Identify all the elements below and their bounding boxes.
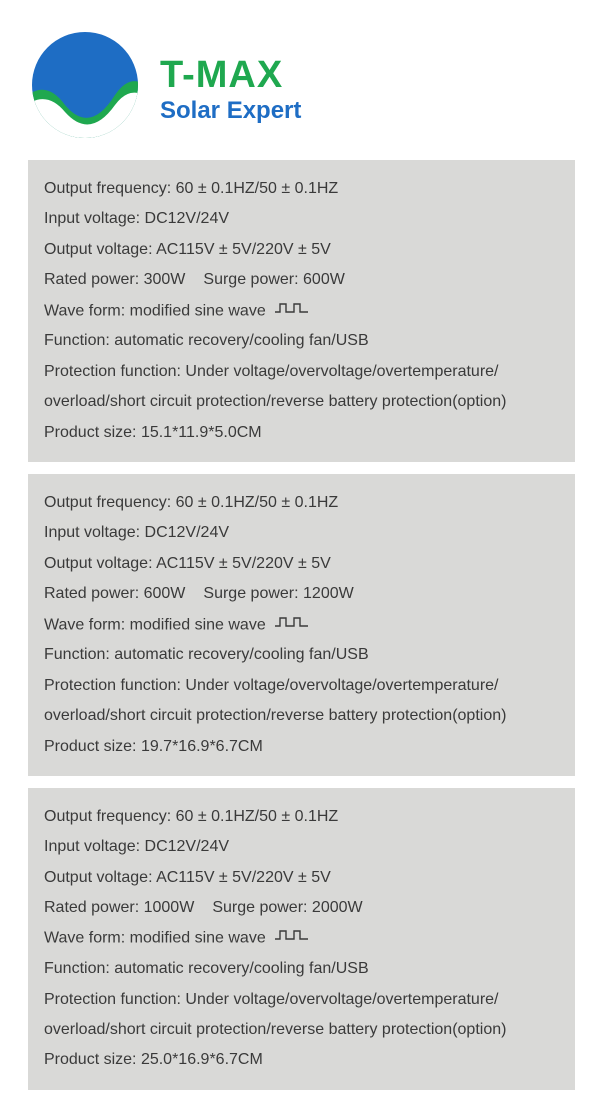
spec-rated-power: Rated power: 1000W — [44, 893, 194, 923]
spec-surge-power: Surge power: 2000W — [212, 893, 362, 923]
input-voltage-label: Input voltage: — [44, 838, 145, 855]
spec-input-voltage: Input voltage: DC12V/24V — [44, 518, 559, 548]
spec-protection: Protection function: Under voltage/overv… — [44, 357, 559, 418]
output-voltage-label: Output voltage: — [44, 241, 156, 258]
spec-rated-power: Rated power: 300W — [44, 265, 185, 295]
spec-output-voltage: Output voltage: AC115V ± 5V/220V ± 5V — [44, 863, 559, 893]
square-wave-icon — [274, 610, 312, 640]
output-frequency-label: Output frequency: — [44, 808, 176, 825]
square-wave-icon — [274, 296, 312, 326]
input-voltage-label: Input voltage: — [44, 524, 145, 541]
output-voltage-value: AC115V ± 5V/220V ± 5V — [156, 241, 331, 258]
spec-function: Function: automatic recovery/cooling fan… — [44, 326, 559, 356]
product-size-value: 15.1*11.9*5.0CM — [141, 424, 262, 441]
function-value: automatic recovery/cooling fan/USB — [114, 646, 368, 663]
brand-name: T-MAX — [160, 54, 301, 97]
spec-protection: Protection function: Under voltage/overv… — [44, 985, 559, 1046]
output-voltage-value: AC115V ± 5V/220V ± 5V — [156, 869, 331, 886]
surge-power-label: Surge power: — [203, 271, 303, 288]
wave-form-label: Wave form: — [44, 930, 130, 947]
surge-power-value: 1200W — [303, 585, 354, 602]
function-label: Function: — [44, 646, 114, 663]
spec-surge-power: Surge power: 600W — [203, 265, 344, 295]
output-frequency-value: 60 ± 0.1HZ/50 ± 0.1HZ — [176, 180, 339, 197]
function-value: automatic recovery/cooling fan/USB — [114, 332, 368, 349]
spec-output-frequency: Output frequency: 60 ± 0.1HZ/50 ± 0.1HZ — [44, 802, 559, 832]
rated-power-value: 600W — [144, 585, 186, 602]
spec-wave-form: Wave form: modified sine wave — [44, 923, 559, 954]
product-size-label: Product size: — [44, 424, 141, 441]
spec-product-size: Product size: 25.0*16.9*6.7CM — [44, 1045, 559, 1075]
spec-function: Function: automatic recovery/cooling fan… — [44, 954, 559, 984]
rated-power-label: Rated power: — [44, 585, 144, 602]
wave-form-value: modified sine wave — [130, 616, 266, 633]
product-size-label: Product size: — [44, 1051, 141, 1068]
spec-function: Function: automatic recovery/cooling fan… — [44, 640, 559, 670]
spec-output-frequency: Output frequency: 60 ± 0.1HZ/50 ± 0.1HZ — [44, 174, 559, 204]
output-frequency-label: Output frequency: — [44, 180, 176, 197]
spec-card: Output frequency: 60 ± 0.1HZ/50 ± 0.1HZ … — [28, 474, 575, 776]
output-voltage-label: Output voltage: — [44, 869, 156, 886]
rated-surge-row: Rated power: 1000W Surge power: 2000W — [44, 893, 559, 923]
spec-rated-power: Rated power: 600W — [44, 579, 185, 609]
rated-power-value: 300W — [144, 271, 186, 288]
input-voltage-value: DC12V/24V — [145, 210, 230, 227]
spec-input-voltage: Input voltage: DC12V/24V — [44, 832, 559, 862]
output-frequency-value: 60 ± 0.1HZ/50 ± 0.1HZ — [176, 808, 339, 825]
spec-wave-form: Wave form: modified sine wave — [44, 610, 559, 641]
product-size-value: 19.7*16.9*6.7CM — [141, 738, 263, 755]
logo-mark — [20, 30, 150, 140]
surge-power-value: 2000W — [312, 899, 363, 916]
brand-tagline: Solar Expert — [160, 97, 301, 125]
rated-surge-row: Rated power: 600W Surge power: 1200W — [44, 579, 559, 609]
rated-power-label: Rated power: — [44, 271, 144, 288]
square-wave-icon — [274, 923, 312, 953]
spec-protection: Protection function: Under voltage/overv… — [44, 671, 559, 732]
spec-card: Output frequency: 60 ± 0.1HZ/50 ± 0.1HZ … — [28, 788, 575, 1090]
spec-surge-power: Surge power: 1200W — [203, 579, 353, 609]
wave-form-value: modified sine wave — [130, 930, 266, 947]
wave-form-label: Wave form: — [44, 302, 130, 319]
spec-output-voltage: Output voltage: AC115V ± 5V/220V ± 5V — [44, 549, 559, 579]
protection-label: Protection function: — [44, 991, 185, 1008]
function-label: Function: — [44, 960, 114, 977]
protection-label: Protection function: — [44, 363, 185, 380]
spec-wave-form: Wave form: modified sine wave — [44, 296, 559, 327]
function-value: automatic recovery/cooling fan/USB — [114, 960, 368, 977]
logo-icon — [20, 30, 150, 140]
product-size-label: Product size: — [44, 738, 141, 755]
logo-container: T-MAX Solar Expert — [0, 0, 603, 160]
input-voltage-value: DC12V/24V — [145, 524, 230, 541]
product-size-value: 25.0*16.9*6.7CM — [141, 1051, 263, 1068]
spec-product-size: Product size: 15.1*11.9*5.0CM — [44, 418, 559, 448]
wave-form-value: modified sine wave — [130, 302, 266, 319]
output-voltage-label: Output voltage: — [44, 555, 156, 572]
spec-output-voltage: Output voltage: AC115V ± 5V/220V ± 5V — [44, 235, 559, 265]
surge-power-label: Surge power: — [212, 899, 312, 916]
function-label: Function: — [44, 332, 114, 349]
spec-input-voltage: Input voltage: DC12V/24V — [44, 204, 559, 234]
wave-form-label: Wave form: — [44, 616, 130, 633]
spec-output-frequency: Output frequency: 60 ± 0.1HZ/50 ± 0.1HZ — [44, 488, 559, 518]
output-frequency-label: Output frequency: — [44, 494, 176, 511]
protection-label: Protection function: — [44, 677, 185, 694]
rated-surge-row: Rated power: 300W Surge power: 600W — [44, 265, 559, 295]
logo-text: T-MAX Solar Expert — [160, 46, 301, 125]
input-voltage-value: DC12V/24V — [145, 838, 230, 855]
surge-power-value: 600W — [303, 271, 345, 288]
rated-power-label: Rated power: — [44, 899, 144, 916]
output-frequency-value: 60 ± 0.1HZ/50 ± 0.1HZ — [176, 494, 339, 511]
rated-power-value: 1000W — [144, 899, 195, 916]
input-voltage-label: Input voltage: — [44, 210, 145, 227]
output-voltage-value: AC115V ± 5V/220V ± 5V — [156, 555, 331, 572]
spec-card: Output frequency: 60 ± 0.1HZ/50 ± 0.1HZ … — [28, 160, 575, 462]
spec-product-size: Product size: 19.7*16.9*6.7CM — [44, 732, 559, 762]
surge-power-label: Surge power: — [203, 585, 303, 602]
